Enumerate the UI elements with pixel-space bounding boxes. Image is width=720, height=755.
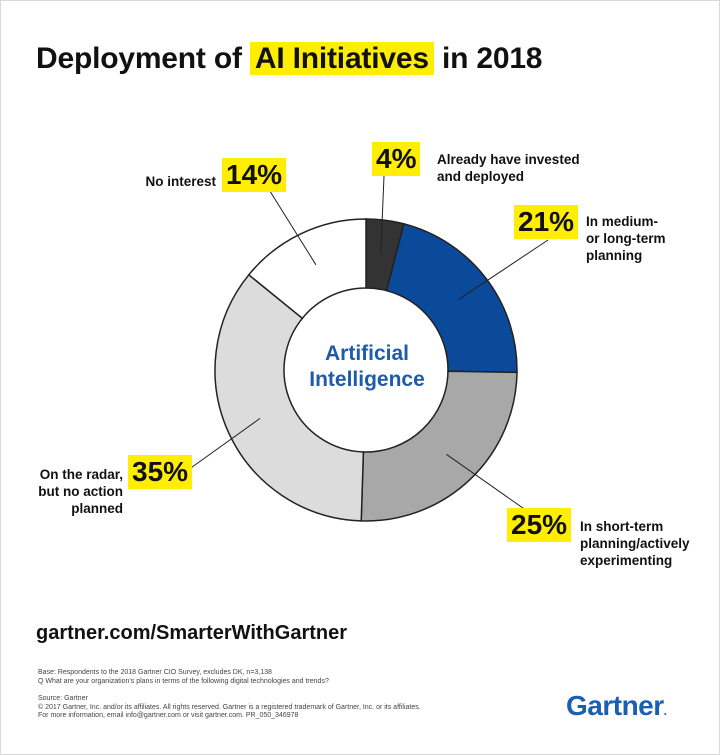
slice-label-line: No interest bbox=[145, 174, 216, 189]
footnote-source: Source: Gartner © 2017 Gartner, Inc. and… bbox=[38, 695, 421, 721]
leader-line-short bbox=[446, 453, 531, 514]
center-label-line1: Artificial bbox=[324, 342, 410, 365]
footnote-line: © 2017 Gartner, Inc. and/or its affiliat… bbox=[38, 703, 421, 711]
source-url-link[interactable]: gartner.com/SmarterWithGartner bbox=[36, 622, 348, 644]
slice-label-text-radar: On the radar, but no action planned bbox=[18, 466, 123, 517]
slice-label-line: In medium- bbox=[586, 214, 659, 229]
slice-label-text-invested: Already have invested and deployed bbox=[437, 151, 580, 185]
slice-label-pct-short: 25% bbox=[507, 508, 572, 542]
slice-label-pct-medium: 21% bbox=[514, 205, 579, 239]
donut-slices bbox=[214, 218, 518, 522]
title-after: in 2018 bbox=[441, 42, 543, 75]
slice-label-pct-none: 14% bbox=[222, 158, 287, 192]
slice-label-text-none: No interest bbox=[110, 173, 216, 190]
leader-line-none bbox=[267, 187, 317, 266]
slice-label-line: or long-term bbox=[586, 231, 666, 246]
donut-slice-medium bbox=[385, 222, 518, 374]
slice-label-line: planning/actively bbox=[580, 536, 690, 551]
leader-lines bbox=[187, 175, 549, 514]
title-highlight: AI Initiatives bbox=[249, 42, 434, 75]
slice-label-line: In short-term bbox=[580, 519, 664, 534]
slice-label-line: and deployed bbox=[437, 169, 525, 184]
donut-slice-short bbox=[360, 370, 518, 522]
slice-label-text-short: In short-term planning/actively experime… bbox=[580, 518, 690, 569]
donut-slice-radar bbox=[214, 273, 365, 522]
slice-label-text-medium: In medium- or long-term planning bbox=[586, 213, 666, 264]
donut-slice-none bbox=[247, 218, 367, 320]
logo-wordmark: Gartner bbox=[566, 690, 664, 721]
slice-label-pct-invested: 4% bbox=[372, 142, 421, 176]
center-label-line2: Intelligence bbox=[309, 368, 425, 391]
slice-label-line: planning bbox=[586, 248, 643, 263]
leader-line-invested bbox=[380, 175, 385, 255]
gartner-logo: Gartner. bbox=[566, 690, 667, 722]
leader-line-medium bbox=[458, 239, 549, 300]
leader-line-radar bbox=[187, 417, 261, 471]
footnote-base: Base: Respondents to the 2018 Gartner CI… bbox=[38, 669, 329, 686]
logo-registered-dot: . bbox=[663, 704, 667, 718]
slice-label-line: but no action bbox=[38, 484, 123, 499]
chart-title: Deployment of AI Initiatives in 2018 bbox=[36, 36, 542, 82]
slice-label-line: On the radar, bbox=[39, 467, 123, 482]
footnote-line: Q What are your organization's plans in … bbox=[38, 677, 329, 685]
footnote-line: For more information, email info@gartner… bbox=[38, 712, 299, 719]
slice-label-line: Already have invested bbox=[437, 152, 580, 167]
center-label: Artificial Intelligence bbox=[292, 341, 442, 393]
footnote-line: Source: Gartner bbox=[38, 695, 88, 702]
title-before: Deployment of bbox=[36, 42, 242, 75]
slice-label-pct-radar: 35% bbox=[128, 455, 193, 489]
slice-label-line: experimenting bbox=[580, 553, 673, 568]
footnote-line: Base: Respondents to the 2018 Gartner CI… bbox=[38, 669, 272, 676]
slice-label-line: planned bbox=[71, 501, 123, 516]
